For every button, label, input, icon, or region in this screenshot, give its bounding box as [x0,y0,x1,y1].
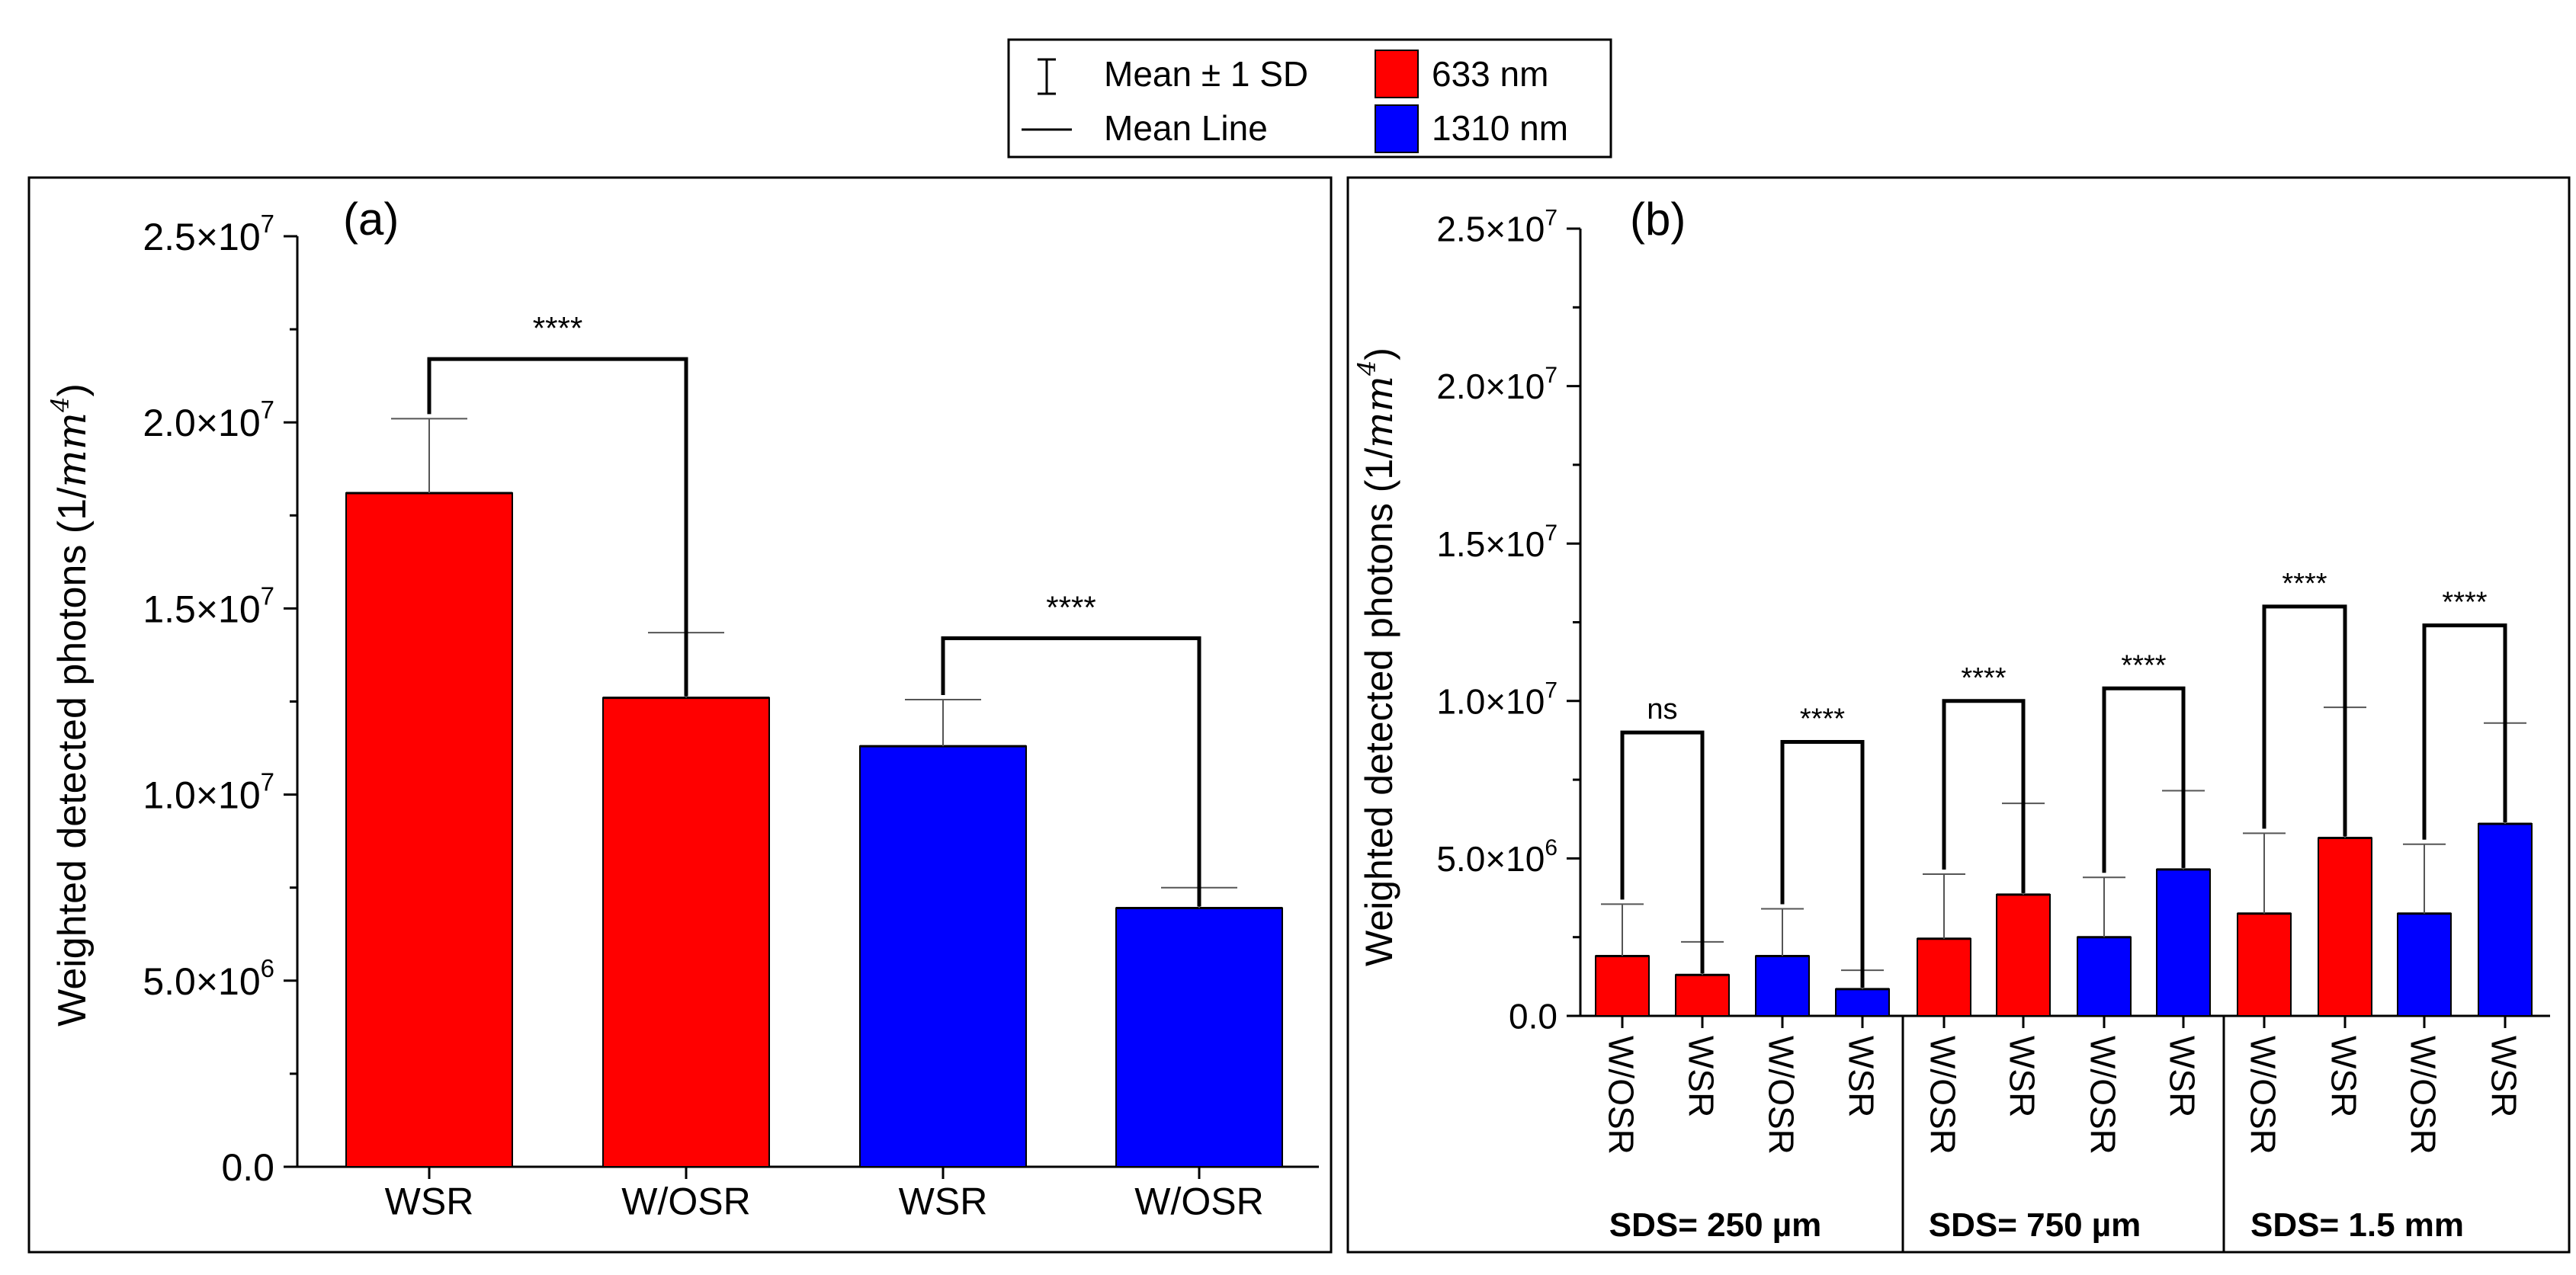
panel-b-label: (b) [1630,194,1686,245]
significance-bracket [2102,686,2186,873]
x-tick-label: W/OSR [1602,1036,1641,1155]
panel-b-bars [1595,706,2533,1028]
panel-b-frame [1346,176,2571,1254]
significance-bracket [427,357,688,697]
bar [1115,907,1283,1168]
x-tick-label: W/OSR [2404,1036,2443,1155]
bar [1835,988,1890,1017]
bar [2077,936,2132,1017]
group-label-750um: SDS= 750 µm [1929,1206,2141,1244]
significance-label: **** [2282,568,2327,600]
legend-sd-label: Mean ± 1 SD [1104,54,1308,94]
significance-label: **** [2121,649,2166,681]
bar [1917,937,1971,1017]
legend: Mean ± 1 SD Mean Line 633 nm 1310 nm [1007,38,1612,159]
significance-bracket [941,636,1201,907]
y-tick-label: 1.0×107 [143,768,274,817]
x-tick-label: WSR [2485,1036,2524,1117]
x-tick-label: WSR [2324,1036,2364,1117]
significance-label: **** [1046,589,1096,625]
legend-series-1310: 1310 nm [1432,108,1568,148]
panel-b-x-axis: W/OSR WSR W/OSR WSR W/OSR WSR W/OSR WSR W/OSR WSR… [1602,1036,2524,1155]
x-tick-label: W/OSR [2244,1036,2283,1155]
panel-b-groups: SDS= 250 µm SDS= 750 µm SDS= 1.5 mm [1609,1206,2464,1244]
panel-a-y-axis: 0.0 5.0×106 1.0×107 1.5×107 2.0×107 2.5×107 [143,210,1319,1189]
y-tick-label: 2.0×107 [143,396,274,444]
bar [2156,868,2211,1017]
legend-swatch-1310 [1375,104,1419,153]
x-tick-label: WSR [1842,1036,1881,1117]
panel-b-y-axis: 0.0 5.0×106 1.0×107 1.5×107 2.0×107 2.5×107 [1436,206,2550,1252]
y-tick-label: 1.5×107 [143,581,274,630]
legend-frame [1007,38,1612,159]
panel-a-x-axis: WSR W/OSR WSR W/OSR [385,1180,1264,1223]
y-tick-label: 1.5×107 [1436,521,1557,564]
bar [602,697,770,1168]
panel-a-label: (a) [343,194,399,245]
group-label-250um: SDS= 250 µm [1609,1206,1822,1244]
significance-label: **** [1800,703,1845,735]
bar [345,492,513,1168]
significance-label: **** [1961,662,2006,694]
x-tick-label: W/OSR [1762,1036,1801,1155]
panel-b-y-axis-label: Weighted detected photons (1/mm4) [1352,348,1401,966]
legend-sd-symbol [1038,58,1056,95]
bar [1755,955,1810,1017]
significance-label: **** [533,310,582,346]
bar [1996,893,2051,1017]
y-tick-label: 2.5×107 [143,210,274,258]
legend-series-633: 633 nm [1432,54,1548,94]
y-tick-label: 5.0×106 [143,954,274,1003]
x-tick-label: W/OSR [2084,1036,2123,1155]
bar [2237,912,2292,1017]
panel-a-y-axis-label: Weighted detected photons (1/mm4) [46,383,95,1027]
y-tick-label: 5.0×106 [1436,835,1557,879]
x-tick-label: WSR [385,1180,474,1223]
bar [1595,955,1650,1017]
bar [1675,974,1730,1017]
x-tick-label: WSR [1682,1036,1721,1117]
panel-a-frame [27,176,1333,1254]
bar [859,745,1027,1168]
x-tick-label: W/OSR [1923,1036,1963,1155]
legend-swatch-633 [1375,50,1419,98]
significance-bracket [1942,699,2026,893]
panel-a-significance: **** **** [427,310,1201,907]
bar [2397,912,2452,1017]
significance-bracket [1620,730,1705,974]
bar [2478,822,2533,1017]
x-tick-label: W/OSR [621,1180,750,1223]
y-tick-label: 0.0 [1509,997,1557,1036]
panel-a-bars [345,418,1283,1179]
y-tick-label: 2.5×107 [1436,206,1557,249]
x-tick-label: W/OSR [1134,1180,1263,1223]
panel-b-significance: ns **** **** **** **** **** [1620,568,2507,988]
significance-bracket [2262,604,2347,837]
bar [2318,837,2372,1017]
x-tick-label: WSR [2003,1036,2042,1117]
y-tick-label: 1.0×107 [1436,678,1557,721]
panel-a: (a) Weighted detected photons (1/mm4) 0.… [46,194,1319,1223]
legend-mean-label: Mean Line [1104,108,1268,148]
x-tick-label: WSR [2163,1036,2202,1117]
group-label-1-5mm: SDS= 1.5 mm [2250,1206,2464,1244]
significance-bracket [2422,623,2507,840]
x-tick-label: WSR [899,1180,988,1223]
panel-b: (b) Weighted detected photons (1/mm4) 0.… [1352,194,2550,1252]
significance-bracket [1780,740,1865,988]
y-tick-label: 2.0×107 [1436,363,1557,406]
significance-label: **** [2442,587,2487,619]
significance-label: ns [1647,694,1677,726]
y-tick-label: 0.0 [221,1146,274,1189]
